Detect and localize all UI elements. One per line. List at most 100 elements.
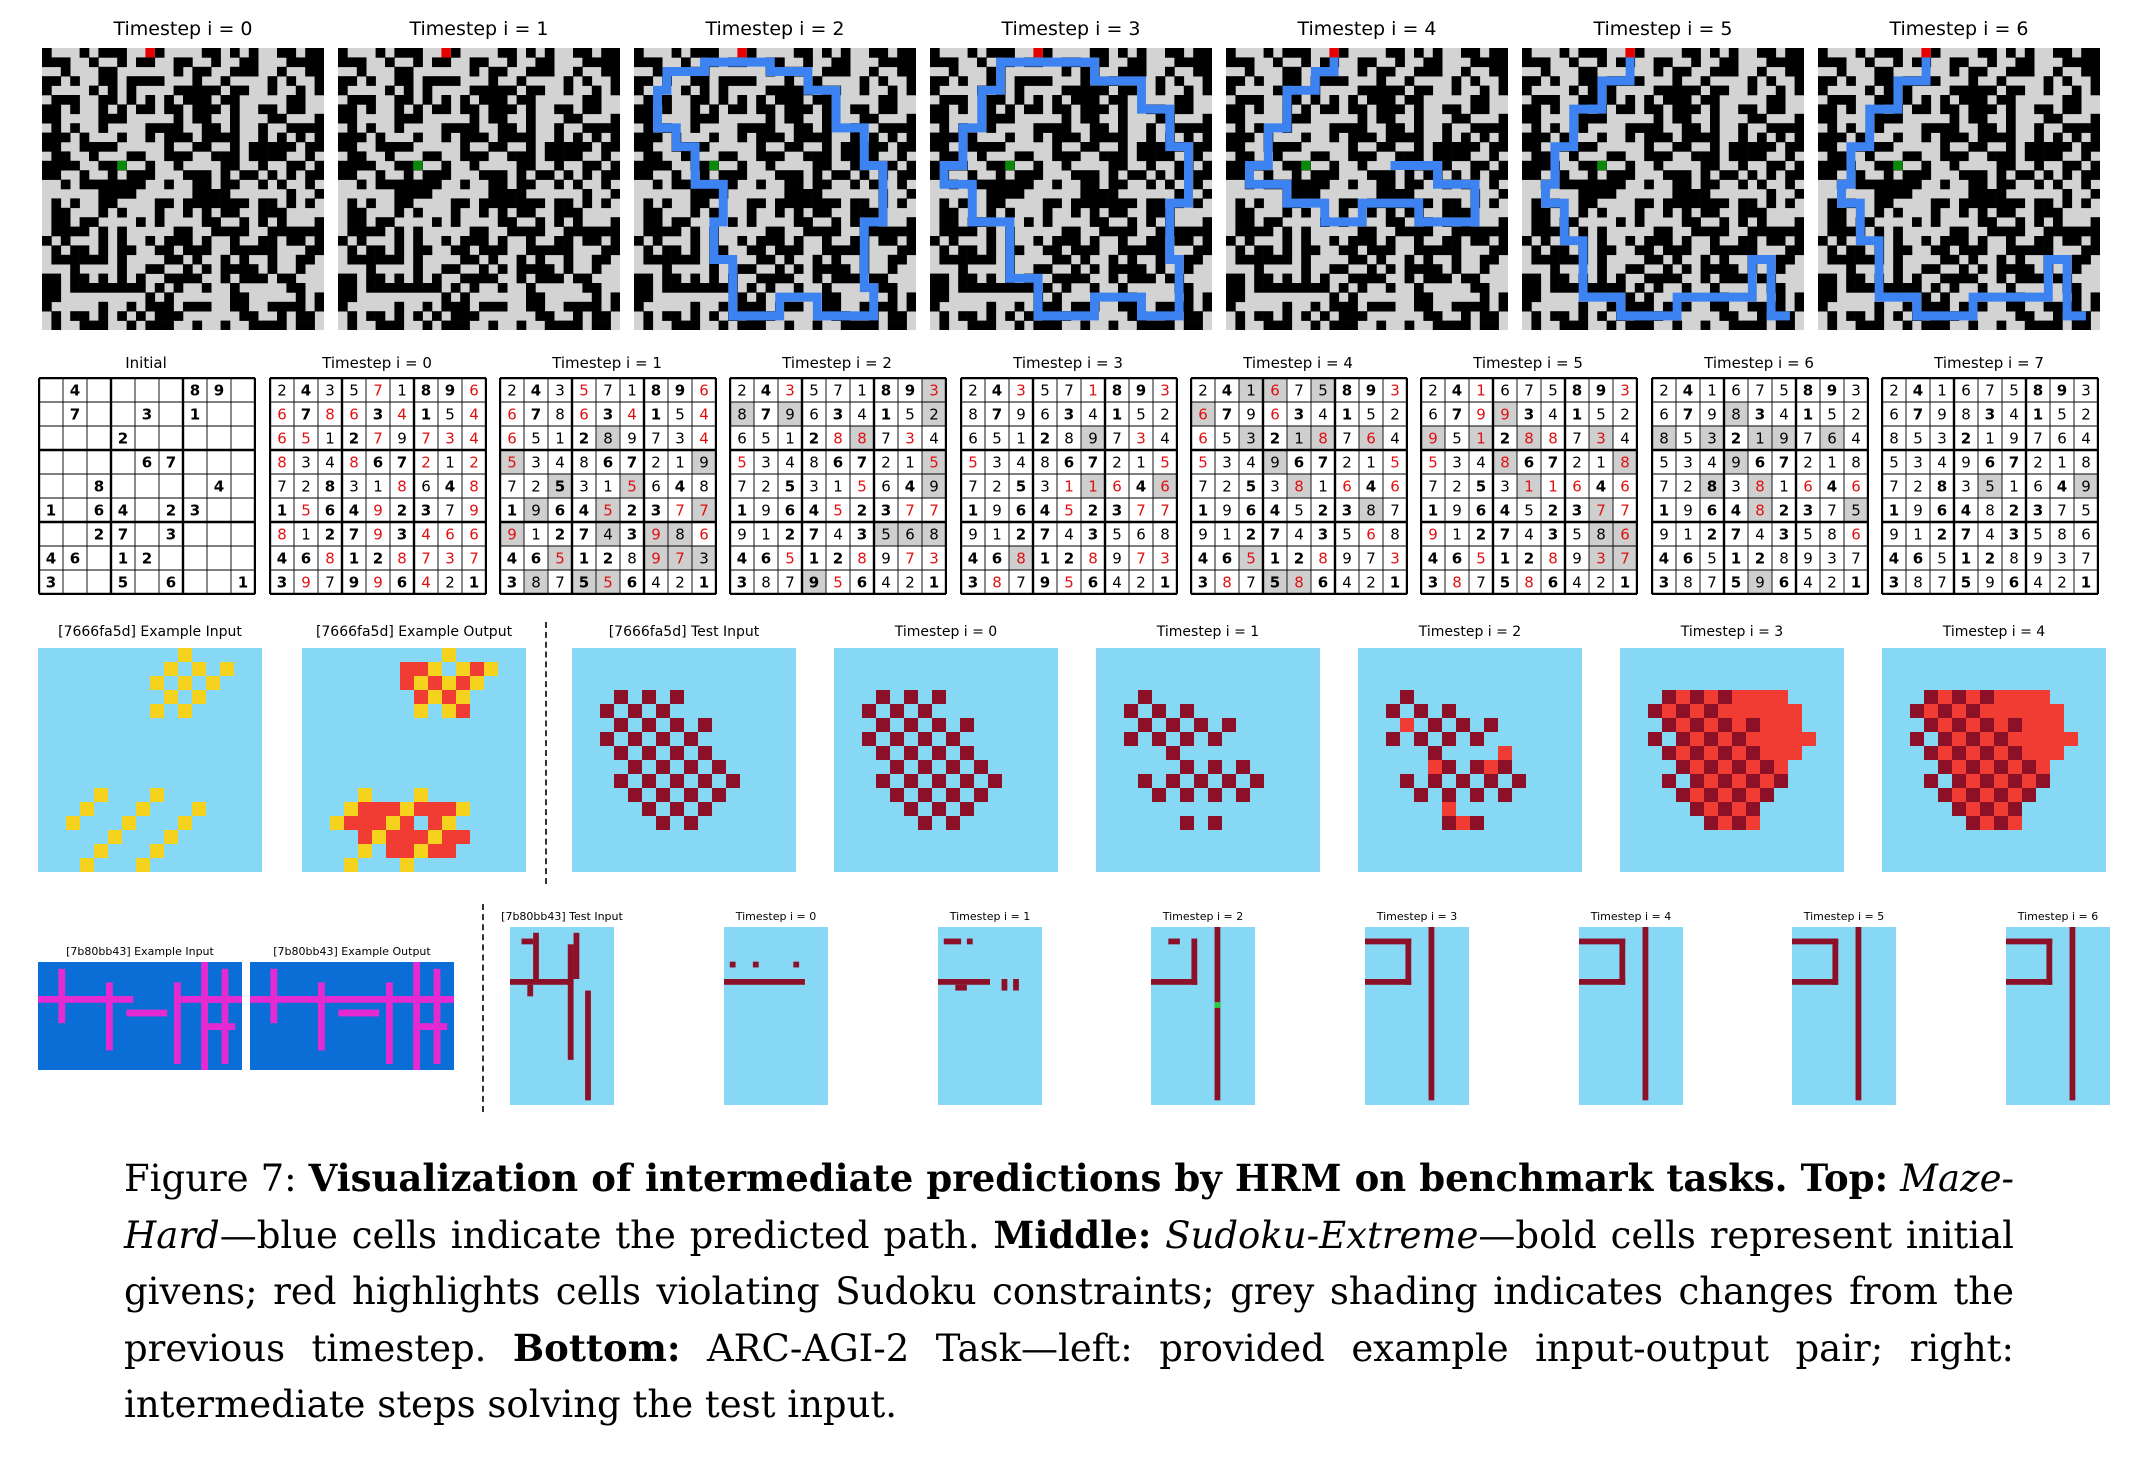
maze-wall [1606, 151, 1617, 162]
maze-wall [1024, 179, 1034, 190]
maze-wall [634, 48, 644, 58]
maze-wall [535, 245, 546, 256]
maze-wall [1235, 320, 1246, 330]
arc-cell [2006, 938, 2053, 945]
arc-cell [670, 802, 684, 816]
sudoku-digit: 8 [349, 454, 359, 472]
arc-cell [386, 830, 400, 844]
sudoku-digit: 4 [699, 406, 709, 424]
maze-wall [859, 170, 870, 180]
maze-wall [230, 104, 240, 115]
sudoku-digit: 7 [277, 478, 287, 496]
maze-wall [1949, 236, 1960, 246]
maze-wall [986, 207, 997, 218]
arc-cell [1732, 732, 1746, 746]
sudoku-changed-cell [1263, 450, 1287, 474]
sudoku-digit: 7 [373, 382, 383, 400]
maze-wall [1338, 301, 1349, 312]
maze-wall [563, 142, 574, 152]
maze-wall [1071, 236, 1081, 246]
sudoku-digit: 2 [1659, 382, 1669, 400]
maze-wall [1996, 273, 2007, 284]
maze-wall [1587, 142, 1598, 152]
arc-cell [614, 746, 628, 760]
arc-cell [1662, 718, 1676, 732]
sudoku-digit: 8 [1318, 550, 1328, 568]
sudoku-digit: 6 [1548, 574, 1558, 592]
maze-wall [1470, 236, 1481, 246]
maze-wall [1273, 151, 1283, 162]
maze-wall [737, 301, 748, 312]
maze-wall [1987, 48, 1997, 58]
maze-wall [1071, 170, 1081, 180]
arc-cell [1938, 690, 1952, 704]
maze-wall [1818, 85, 1828, 96]
sudoku-digit: 4 [2009, 406, 2019, 424]
sudoku-digit: 5 [2057, 406, 2067, 424]
maze-wall [1836, 226, 1847, 237]
maze-wall [79, 142, 90, 152]
maze-wall [1301, 226, 1311, 237]
maze-wall [295, 283, 306, 293]
maze-wall [977, 57, 987, 68]
maze-wall [563, 76, 574, 86]
maze-wall [1794, 66, 1804, 77]
maze-wall [1404, 207, 1415, 218]
maze-wall [690, 95, 701, 105]
sudoku-digit: 2 [2009, 502, 2019, 520]
maze-wall [699, 170, 710, 180]
sudoku-digit: 1 [301, 526, 311, 544]
maze-wall [1423, 226, 1434, 237]
sudoku-digit: 3 [531, 454, 541, 472]
sudoku-digit: 2 [94, 526, 104, 544]
maze-wall [1644, 123, 1654, 133]
maze-wall [1498, 123, 1508, 133]
maze-wall [634, 170, 644, 180]
sudoku-digit: 3 [1270, 478, 1280, 496]
maze-wall [2062, 142, 2073, 152]
maze-wall [1033, 160, 1044, 171]
arc-cell [150, 788, 164, 802]
maze-wall [535, 85, 546, 96]
maze-wall [347, 170, 358, 180]
maze-wall [220, 254, 231, 265]
maze-wall [544, 142, 555, 152]
maze-wall [286, 95, 297, 105]
maze-wall [173, 132, 184, 143]
sudoku-digit: 4 [761, 382, 771, 400]
maze-wall [469, 66, 480, 77]
maze-wall [277, 311, 287, 321]
maze-wall [906, 57, 916, 68]
maze-wall [1052, 245, 1062, 256]
maze-wall [1052, 95, 1062, 105]
maze-wall [1912, 170, 1922, 180]
sudoku-digit: 1 [1390, 574, 1400, 592]
maze-wall [662, 264, 672, 274]
maze-wall [507, 85, 517, 96]
sudoku-digit: 3 [1064, 406, 1074, 424]
maze-wall [1118, 226, 1128, 237]
maze-wall [1893, 311, 1903, 321]
maze-wall [441, 160, 452, 171]
arc-cell [1704, 732, 1718, 746]
maze-wall [1681, 95, 1692, 105]
sudoku-digit: 5 [301, 502, 311, 520]
maze-wall [869, 179, 879, 190]
arc-cell [1690, 732, 1704, 746]
maze-wall [2090, 132, 2100, 143]
maze-wall [1042, 48, 1053, 58]
maze-wall [154, 123, 165, 133]
maze-wall [432, 311, 442, 321]
maze-wall [2015, 254, 2026, 265]
maze-wall [1559, 320, 1570, 330]
maze-wall [718, 151, 729, 162]
maze-wall [591, 320, 602, 330]
maze-wall [1071, 273, 1081, 284]
sudoku-digit: 4 [1620, 430, 1630, 448]
sudoku-digit: 5 [1889, 454, 1899, 472]
sudoku-digit: 4 [531, 382, 541, 400]
maze-wall [1089, 189, 1100, 199]
maze-wall [1874, 198, 1885, 209]
arc-cell [670, 690, 684, 704]
maze-wall [295, 264, 306, 274]
